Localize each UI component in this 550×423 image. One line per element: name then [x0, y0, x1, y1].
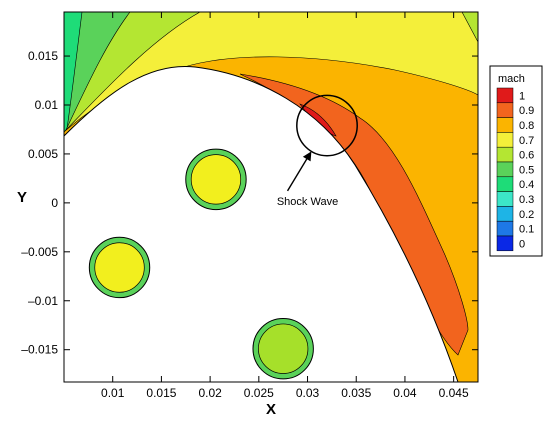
plot-area — [64, 12, 478, 382]
x-tick-label: 0.01 — [101, 386, 125, 400]
legend-swatch — [496, 102, 514, 118]
legend-swatch — [496, 220, 514, 237]
y-axis-label: Y — [17, 189, 27, 206]
shock-wave-circle — [296, 94, 358, 157]
particle-core — [190, 154, 242, 205]
x-tick-label: 0.015 — [146, 386, 176, 400]
x-tick-label: 0.025 — [244, 386, 274, 400]
shock-wave-annotation — [286, 94, 358, 192]
shock-wave-arrow — [286, 156, 309, 192]
legend-label: 0.8 — [519, 120, 534, 132]
legend-title: mach — [498, 73, 525, 85]
y-tick-label: 0 — [51, 196, 58, 210]
x-tick-label: 0.02 — [198, 386, 222, 400]
legend-label: 0.1 — [519, 224, 534, 236]
y-tick-label: 0.01 — [35, 98, 59, 112]
legend-label: 0 — [519, 238, 525, 250]
y-tick-label: 0.015 — [28, 49, 58, 63]
shock-wave-label: Shock Wave — [277, 196, 338, 208]
y-tick-label: –0.015 — [21, 343, 58, 357]
x-tick-label: 0.045 — [439, 386, 469, 400]
x-tick-label: 0.035 — [341, 386, 371, 400]
legend: mach 1 0.9 0.8 0.7 0.6 0.5 0.4 0.3 0.2 0.1 0 — [489, 65, 543, 257]
particles-layer — [88, 148, 314, 380]
plot-frame — [63, 11, 479, 383]
legend-label: 0.3 — [519, 194, 534, 206]
x-tick-label: 0.03 — [296, 386, 320, 400]
legend-label: 0.7 — [519, 135, 534, 147]
legend-label: 0.2 — [519, 209, 534, 221]
legend-swatch — [496, 146, 514, 163]
x-axis-ticks: 0.01 0.015 0.02 0.025 0.03 0.035 0.04 0.045 — [101, 12, 469, 400]
legend-swatch — [496, 132, 514, 148]
legend-swatch — [496, 117, 514, 133]
legend-swatch — [496, 161, 514, 178]
particle-core — [94, 242, 145, 293]
legend-swatch — [496, 235, 514, 252]
y-axis-ticks: 0.015 0.01 0.005 0 –0.005 –0.01 –0.015 — [21, 49, 478, 357]
y-tick-label: –0.01 — [28, 294, 58, 308]
legend-swatch — [496, 176, 514, 192]
legend-label: 0.4 — [519, 179, 534, 191]
shock-wave-arrowhead — [302, 151, 312, 162]
x-tick-label: 0.04 — [393, 386, 417, 400]
particle-core — [258, 323, 309, 374]
legend-swatch — [496, 206, 514, 222]
legend-swatch — [496, 191, 514, 207]
legend-label: 0.6 — [519, 150, 534, 162]
y-tick-label: 0.005 — [28, 147, 58, 161]
body-region — [64, 65, 459, 382]
y-tick-label: –0.005 — [21, 245, 58, 259]
legend-label: 0.9 — [519, 105, 534, 117]
legend-swatch — [496, 87, 514, 104]
legend-items: 1 0.9 0.8 0.7 0.6 0.5 0.4 0.3 0.2 0.1 0 — [496, 87, 534, 252]
legend-label: 0.5 — [519, 164, 534, 176]
legend-label: 1 — [519, 90, 525, 102]
x-axis-label: X — [266, 401, 276, 418]
